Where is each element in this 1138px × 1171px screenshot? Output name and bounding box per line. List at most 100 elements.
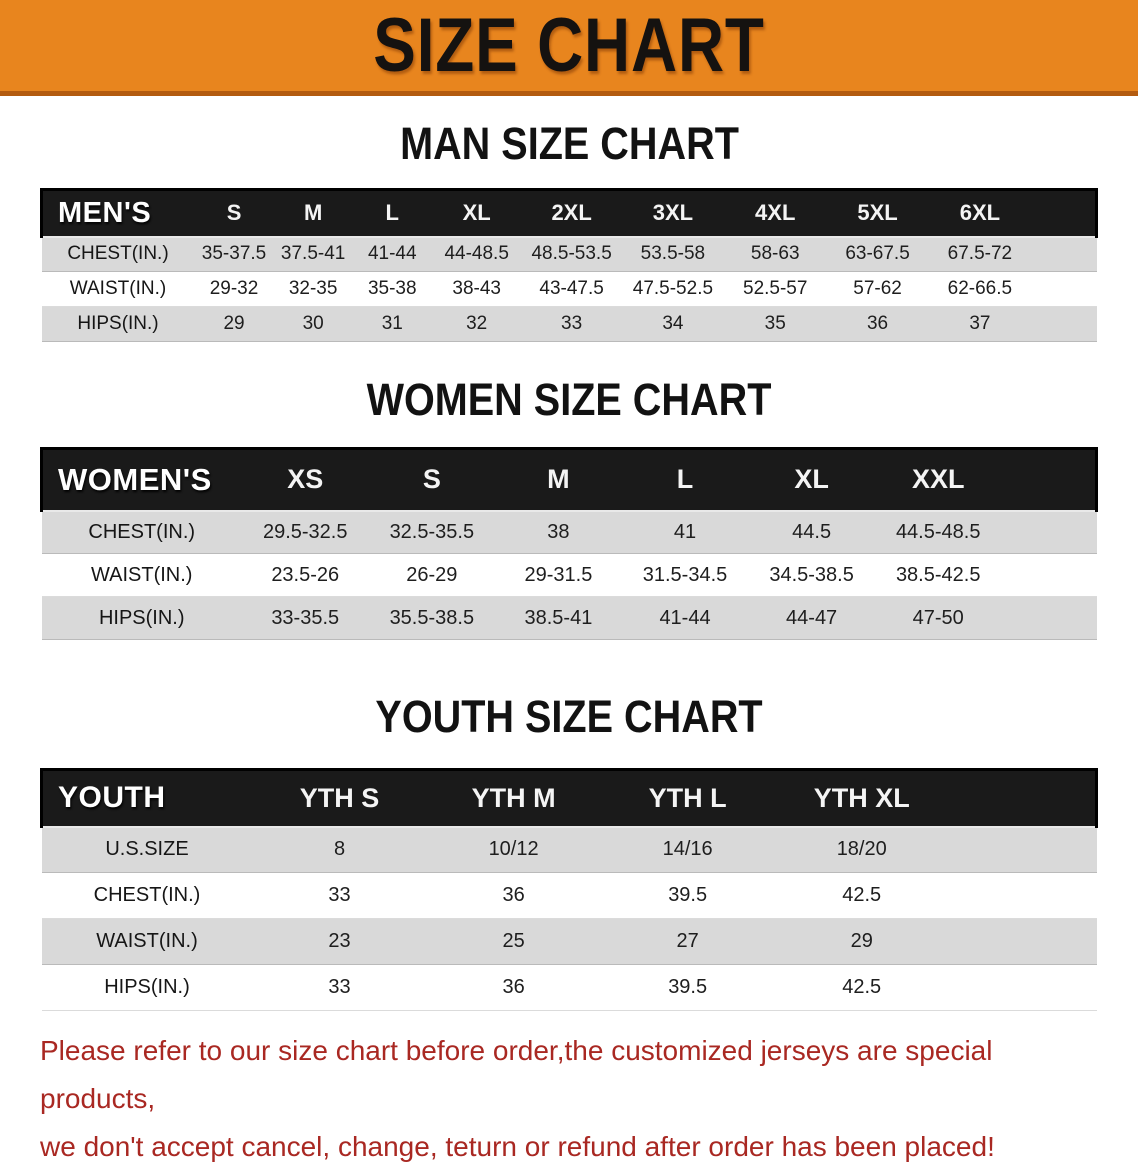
- table-row: U.S.SIZE 8 10/12 14/16 18/20: [41, 826, 1097, 873]
- row-label: CHEST(IN.): [67, 243, 169, 265]
- size-value-cell: 31: [381, 313, 403, 334]
- size-value-cell: 44.5-48.5: [895, 520, 981, 543]
- size-value-cell: 35: [764, 313, 786, 334]
- section-heading-text: MAN SIZE CHART: [399, 118, 739, 169]
- spacer-cell: [1002, 511, 1097, 554]
- table-row: CHEST(IN.) 35-37.5 37.5-41 41-44 44-48.5 48.5…: [41, 236, 1097, 272]
- table-corner-label: YOUTH: [58, 781, 166, 815]
- size-value-cell: 32.5-35.5: [389, 520, 475, 543]
- size-value-cell: 31.5-34.5: [642, 563, 728, 586]
- size-value-cell: 63-67.5: [845, 243, 910, 265]
- row-label: U.S.SIZE: [105, 838, 189, 861]
- size-value-cell: 35-37.5: [201, 243, 267, 265]
- column-header: M: [303, 200, 323, 226]
- column-header: 4XL: [755, 200, 796, 226]
- spacer-cell: [949, 770, 1097, 827]
- size-table: WOMEN'S XS S M L XL XXL CHEST(IN.) 29.5-32.5 32.…: [40, 447, 1098, 640]
- spacer-cell: [1031, 190, 1096, 237]
- size-chart-sections: MAN SIZE CHART MEN'S S M L XL 2XL 3XL 4XL 5XL 6XL…: [0, 120, 1138, 1011]
- size-value-cell: 8: [333, 838, 346, 861]
- column-header: XS: [287, 464, 324, 495]
- size-value-cell: 44.5: [792, 520, 832, 543]
- spacer-cell: [949, 873, 1097, 919]
- column-header: 6XL: [959, 200, 1001, 226]
- column-header: L: [676, 464, 694, 495]
- size-value-cell: 32: [466, 313, 488, 334]
- row-label: CHEST(IN.): [88, 520, 196, 543]
- size-value-cell: 26-29: [406, 563, 458, 586]
- section-heading: WOMEN SIZE CHART: [0, 376, 1138, 424]
- size-table: YOUTH YTH S YTH M YTH L YTH XL U.S.SIZE 8 10/1…: [40, 768, 1098, 1011]
- column-header: 5XL: [857, 200, 898, 226]
- spacer-cell: [1002, 597, 1097, 640]
- table-header-row: WOMEN'S XS S M L XL XXL: [41, 448, 1097, 511]
- column-header: XL: [794, 464, 829, 495]
- section-heading-text: WOMEN SIZE CHART: [366, 374, 772, 425]
- size-value-cell: 25: [502, 930, 525, 952]
- table-header-row: YOUTH YTH S YTH M YTH L YTH XL: [41, 769, 1097, 827]
- size-value-cell: 33-35.5: [271, 606, 340, 629]
- size-value-cell: 30: [302, 313, 324, 334]
- size-value-cell: 33: [328, 976, 351, 998]
- row-label: HIPS(IN.): [104, 976, 190, 998]
- size-value-cell: 37.5-41: [280, 243, 346, 265]
- table-corner-label: MEN'S: [58, 196, 152, 229]
- size-value-cell: 41-44: [367, 243, 417, 265]
- table-row: HIPS(IN.) 33-35.5 35.5-38.5 38.5-41 41-44 44-…: [41, 596, 1097, 640]
- size-value-cell: 33: [561, 313, 583, 334]
- size-value-cell: 39.5: [668, 884, 708, 906]
- footer-notice: Please refer to our size chart before or…: [40, 1027, 1100, 1171]
- table-row: HIPS(IN.) 33 36 39.5 42.5: [41, 964, 1097, 1011]
- size-chart-section: YOUTH SIZE CHART YOUTH YTH S YTH M YTH L YTH…: [0, 693, 1138, 1011]
- column-header: XL: [462, 200, 491, 226]
- column-header: XXL: [911, 464, 965, 495]
- size-value-cell: 47.5-52.5: [632, 278, 714, 299]
- row-label: HIPS(IN.): [77, 313, 159, 334]
- spacer-cell: [1031, 272, 1096, 307]
- size-value-cell: 44-48.5: [444, 243, 509, 265]
- column-header: L: [385, 200, 399, 226]
- size-value-cell: 67.5-72: [947, 243, 1013, 265]
- size-value-cell: 34.5-38.5: [769, 563, 854, 586]
- size-value-cell: 57-62: [853, 278, 902, 299]
- notice-line-2: we don't accept cancel, change, teturn o…: [40, 1131, 995, 1162]
- size-value-cell: 36: [502, 884, 525, 906]
- size-chart-section: MAN SIZE CHART MEN'S S M L XL 2XL 3XL 4XL 5XL 6XL…: [0, 120, 1138, 342]
- table-row: CHEST(IN.) 29.5-32.5 32.5-35.5 38 41 44.5 44.5…: [41, 510, 1097, 554]
- spacer-cell: [1002, 449, 1097, 511]
- size-value-cell: 23.5-26: [271, 563, 340, 586]
- notice-line-1: Please refer to our size chart before or…: [40, 1035, 993, 1114]
- size-value-cell: 44-47: [786, 606, 838, 629]
- size-value-cell: 36: [502, 976, 525, 998]
- size-value-cell: 42.5: [842, 884, 882, 906]
- column-header: S: [226, 200, 242, 226]
- table-header-row: MEN'S S M L XL 2XL 3XL 4XL 5XL 6XL: [41, 189, 1097, 237]
- size-value-cell: 37: [969, 313, 991, 334]
- size-value-cell: 32-35: [288, 278, 338, 299]
- size-value-cell: 35-38: [367, 278, 417, 299]
- size-value-cell: 29-32: [209, 278, 259, 299]
- size-value-cell: 41-44: [659, 606, 711, 629]
- size-value-cell: 33: [328, 884, 351, 906]
- size-value-cell: 29: [850, 930, 873, 952]
- spacer-cell: [1031, 237, 1096, 272]
- table-row: WAIST(IN.) 29-32 32-35 35-38 38-43 43-47.5 47.…: [41, 271, 1097, 307]
- size-value-cell: 14/16: [662, 838, 713, 861]
- column-header: 3XL: [652, 200, 694, 226]
- page-title: SIZE CHART: [373, 2, 765, 88]
- size-value-cell: 48.5-53.5: [531, 243, 612, 265]
- column-header: YTH XL: [813, 782, 910, 813]
- section-heading: YOUTH SIZE CHART: [0, 693, 1138, 741]
- table-corner-label: WOMEN'S: [58, 461, 212, 497]
- table-row: CHEST(IN.) 33 36 39.5 42.5: [41, 872, 1097, 919]
- size-value-cell: 27: [676, 930, 699, 952]
- spacer-cell: [949, 919, 1097, 965]
- column-header: S: [422, 464, 441, 495]
- size-value-cell: 53.5-58: [640, 243, 706, 265]
- size-value-cell: 38.5-42.5: [895, 563, 981, 586]
- column-header: 2XL: [551, 200, 592, 226]
- row-label: WAIST(IN.): [90, 563, 193, 586]
- column-header: YTH L: [648, 782, 727, 813]
- column-header: YTH S: [299, 782, 380, 813]
